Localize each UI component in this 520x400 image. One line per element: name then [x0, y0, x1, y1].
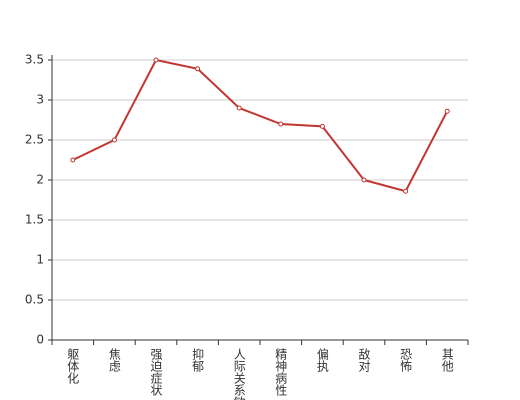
x-tick-label: 强迫症状	[149, 348, 163, 396]
x-tick-label: 偏执	[315, 347, 329, 373]
x-tick-label: 人际关系敏感	[232, 348, 246, 400]
point	[195, 66, 201, 72]
y-tick-label: 3	[36, 93, 44, 107]
y-tick-label: 1.5	[25, 213, 44, 227]
x-tick-label: 焦虑	[107, 348, 121, 372]
point	[444, 108, 450, 114]
point	[319, 123, 325, 129]
y-tick-label: 3.5	[25, 53, 44, 67]
point	[361, 177, 367, 183]
point	[403, 188, 409, 194]
point	[236, 105, 242, 111]
point	[278, 121, 284, 127]
y-tick-label: 2	[36, 173, 44, 187]
point	[70, 157, 76, 163]
y-tick-label: 1	[36, 253, 44, 267]
x-tick-label: 其他	[440, 348, 454, 372]
x-tick-label: 敌对	[357, 347, 371, 372]
y-tick-label: 2.5	[25, 133, 44, 147]
y-tick-label: 0.5	[25, 293, 44, 307]
point	[111, 137, 117, 143]
x-tick-label: 躯体化	[66, 347, 80, 385]
x-tick-label: 恐怖	[399, 348, 413, 372]
point	[153, 57, 159, 63]
x-tick-label: 抑郁	[191, 347, 205, 373]
y-tick-label: 0	[36, 333, 44, 347]
x-tick-label: 精神病性	[274, 348, 288, 397]
line	[72, 58, 449, 193]
